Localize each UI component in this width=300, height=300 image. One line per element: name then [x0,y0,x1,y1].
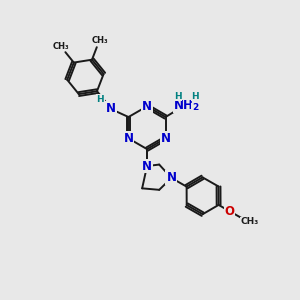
Text: H: H [174,92,181,101]
Text: N: N [142,100,152,113]
Text: N: N [106,102,116,115]
Text: H: H [191,92,199,101]
Text: N: N [167,171,176,184]
Text: NH: NH [174,99,194,112]
Text: CH₃: CH₃ [91,36,108,45]
Text: N: N [160,132,171,145]
Text: O: O [224,205,234,218]
Text: CH₃: CH₃ [52,42,69,51]
Text: 2: 2 [192,103,198,112]
Text: N: N [142,160,152,172]
Text: N: N [124,132,134,145]
Text: H: H [96,95,104,104]
Text: CH₃: CH₃ [241,217,259,226]
